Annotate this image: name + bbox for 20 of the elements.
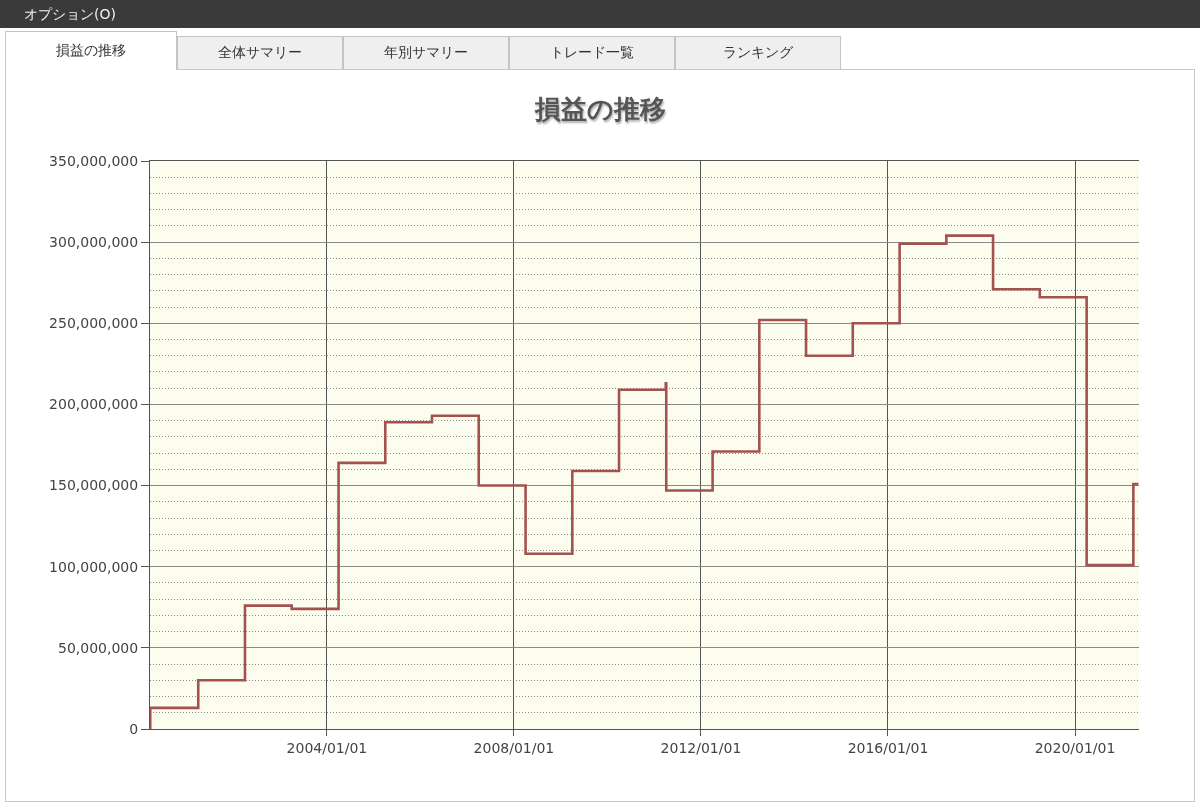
x-tick-label: 2016/01/01 [847,739,929,756]
y-tick-label: 300,000,000 [49,234,139,251]
x-tick-label: 2004/01/01 [286,739,368,756]
tab: ランキング [675,36,841,69]
y-tick-label: 100,000,000 [49,558,139,575]
x-tick-label: 2008/01/01 [473,739,555,756]
x-tick-label: 2012/01/01 [660,739,742,756]
y-tick-label: 50,000,000 [58,639,139,656]
tab: トレード一覧 [509,36,675,69]
y-tick-label: 150,000,000 [49,477,139,494]
text: オプション(O) [24,5,116,23]
chart-title: 損益の推移 [533,94,666,125]
tab: 年別サマリー [343,36,509,69]
y-tick-label: 0 [129,720,139,737]
x-tick-label: 2020/01/01 [1034,739,1116,756]
y-tick-label: 350,000,000 [49,152,139,169]
y-tick-label: 200,000,000 [49,396,139,413]
y-tick-label: 250,000,000 [49,315,139,332]
tab: 損益の推移 [5,31,177,70]
tab: 全体サマリー [177,36,343,69]
